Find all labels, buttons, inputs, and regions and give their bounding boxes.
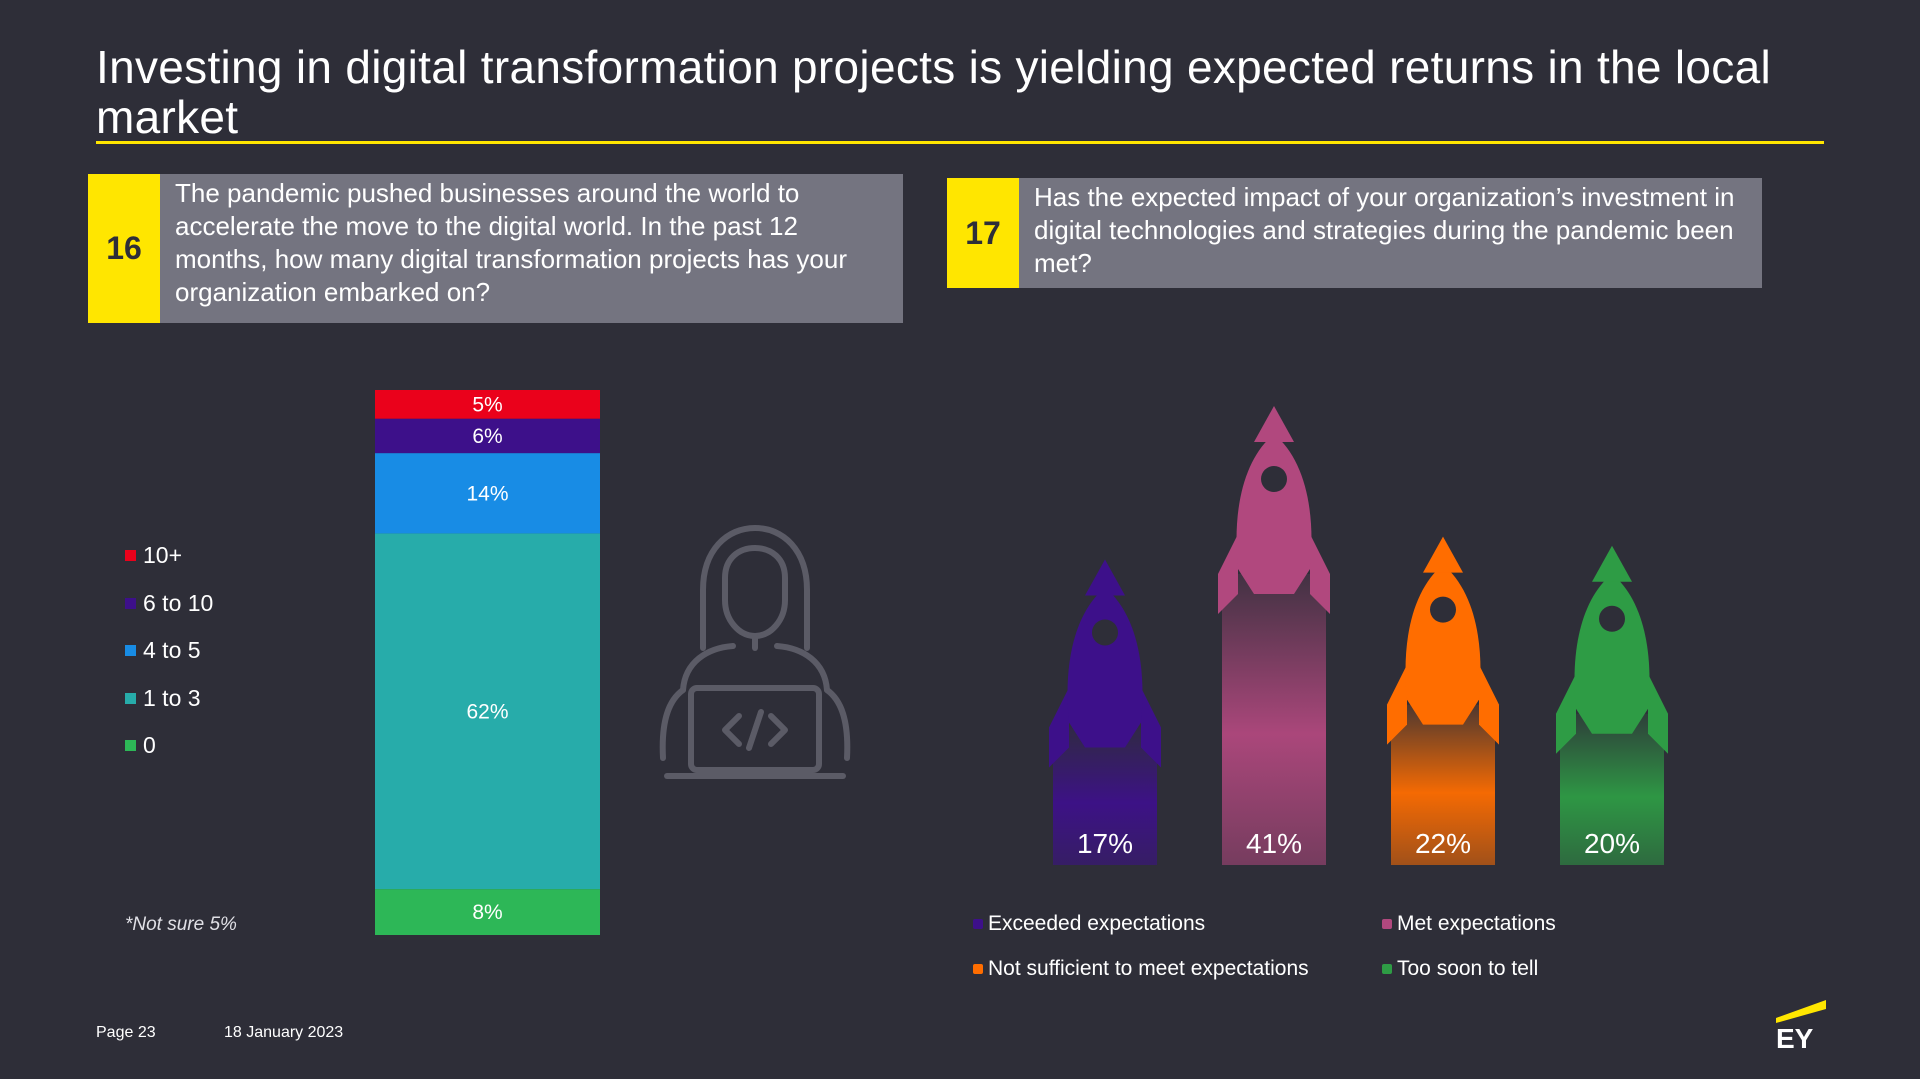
rocket-3: 20% <box>1556 545 1668 865</box>
legend-label-10plus: 10+ <box>143 542 183 569</box>
rocket-legend-swatch-not-sufficient <box>973 964 983 974</box>
rocket-body-3 <box>1574 573 1650 734</box>
page-date: 18 January 2023 <box>224 1024 344 1041</box>
legend-swatch-0 <box>125 740 136 752</box>
stacked-bar-chart: 8% 62% 14% 6% 5% <box>375 390 600 935</box>
question-17-box <box>947 178 1762 288</box>
rocket-value-label-0: 17% <box>1077 828 1133 859</box>
rocket-exhaust-2 <box>1391 704 1495 865</box>
rocket-legend-not-sufficient: Not sufficient to meet expectations <box>973 955 1309 983</box>
rocket-window-0 <box>1092 619 1118 646</box>
rocket-exhaust-1 <box>1222 574 1326 865</box>
rocket-fin-right-1 <box>1310 534 1330 614</box>
rocket-legend-label-too-soon: Too soon to tell <box>1397 957 1539 980</box>
legend-swatch-10plus <box>125 550 136 562</box>
rocket-body-0 <box>1067 587 1143 748</box>
bar-segment-4 <box>375 390 600 419</box>
bar-segment-label-4: 5% <box>472 393 502 416</box>
rocket-legend-swatch-met <box>1382 919 1392 929</box>
rocket-legend-swatch-too-soon <box>1382 964 1392 974</box>
rocket-nose-3 <box>1592 545 1632 582</box>
rocket-nose-0 <box>1085 559 1125 596</box>
legend-label-1to3: 1 to 3 <box>143 684 201 711</box>
rocket-legend-label-not-sufficient: Not sufficient to meet expectations <box>988 957 1309 980</box>
rocket-fin-left-3 <box>1556 673 1576 754</box>
bar-segment-2 <box>375 453 600 534</box>
legend-label-0: 0 <box>143 732 156 759</box>
legend-item-1to3: 1 to 3 <box>125 675 325 723</box>
legend-item-6to10: 6 to 10 <box>125 580 325 628</box>
rocket-legend-exceeded: Exceeded expectations <box>973 910 1205 938</box>
footnote-not-sure: *Not sure 5% <box>125 914 237 935</box>
bar-segment-label-2: 14% <box>466 482 508 505</box>
rocket-0: 17% <box>1049 559 1161 865</box>
legend-swatch-4to5 <box>125 645 136 657</box>
rocket-window-2 <box>1430 596 1456 623</box>
legend-swatch-6to10 <box>125 597 136 609</box>
rocket-legend-label-exceeded: Exceeded expectations <box>988 912 1206 935</box>
rocket-nose-2 <box>1423 536 1463 573</box>
stacked-bar-legend: 10+ 6 to 10 4 to 5 1 to 3 0 <box>125 532 325 770</box>
rocket-body-2 <box>1405 564 1481 725</box>
bar-segment-3 <box>375 418 600 454</box>
rocket-fin-right-2 <box>1479 664 1499 745</box>
rocket-legend-too-soon: Too soon to tell <box>1382 955 1538 983</box>
question-16-text: The pandemic pushed businesses around th… <box>175 178 847 307</box>
rocket-exhaust-3 <box>1560 713 1664 865</box>
ey-logo: EY <box>1776 1000 1826 1050</box>
rocket-chart: 17% 41% 22% 20% <box>1049 406 1668 865</box>
slide-title: Investing in digital transformation proj… <box>96 41 1771 143</box>
bar-segment-label-3: 6% <box>472 425 502 448</box>
legend-item-0: 0 <box>125 722 325 770</box>
rocket-nose-1 <box>1254 406 1294 442</box>
question-16-box <box>88 174 903 323</box>
rocket-1: 41% <box>1218 406 1330 865</box>
bar-segment-1 <box>375 533 600 890</box>
rocket-2: 22% <box>1387 536 1499 865</box>
bar-segment-label-1: 62% <box>466 700 508 723</box>
legend-label-4to5: 4 to 5 <box>143 637 201 664</box>
rocket-window-1 <box>1261 466 1287 492</box>
legend-item-4to5: 4 to 5 <box>125 627 325 675</box>
rocket-window-3 <box>1599 605 1625 632</box>
legend-label-6to10: 6 to 10 <box>143 589 214 616</box>
question-16-number: 16 <box>88 174 160 323</box>
rocket-legend-swatch-exceeded <box>973 919 983 929</box>
rocket-fin-left-2 <box>1387 664 1407 745</box>
page-number: Page 23 <box>96 1024 156 1041</box>
ey-logo-text: EY <box>1776 1023 1814 1050</box>
rocket-legend-met: Met expectations <box>1382 910 1556 938</box>
bar-segment-0 <box>375 889 600 935</box>
rocket-fin-right-0 <box>1141 687 1161 768</box>
rocket-value-label-1: 41% <box>1246 828 1302 859</box>
ey-logo-beam <box>1776 1000 1826 1023</box>
rocket-body-1 <box>1236 434 1312 594</box>
rocket-exhaust-0 <box>1053 727 1157 865</box>
question-17-text: Has the expected impact of your organiza… <box>1034 182 1735 278</box>
rocket-fin-left-0 <box>1049 687 1069 768</box>
rocket-value-label-3: 20% <box>1584 828 1640 859</box>
question-17-number: 17 <box>947 178 1019 288</box>
rocket-fin-left-1 <box>1218 534 1238 614</box>
title-underline <box>96 141 1824 144</box>
legend-item-10plus: 10+ <box>125 532 325 580</box>
person-laptop-code-icon <box>659 525 851 779</box>
rocket-legend-label-met: Met expectations <box>1397 912 1556 935</box>
rocket-fin-right-3 <box>1648 673 1668 754</box>
rocket-value-label-2: 22% <box>1415 828 1471 859</box>
bar-segment-label-0: 8% <box>472 901 502 924</box>
legend-swatch-1to3 <box>125 692 136 704</box>
